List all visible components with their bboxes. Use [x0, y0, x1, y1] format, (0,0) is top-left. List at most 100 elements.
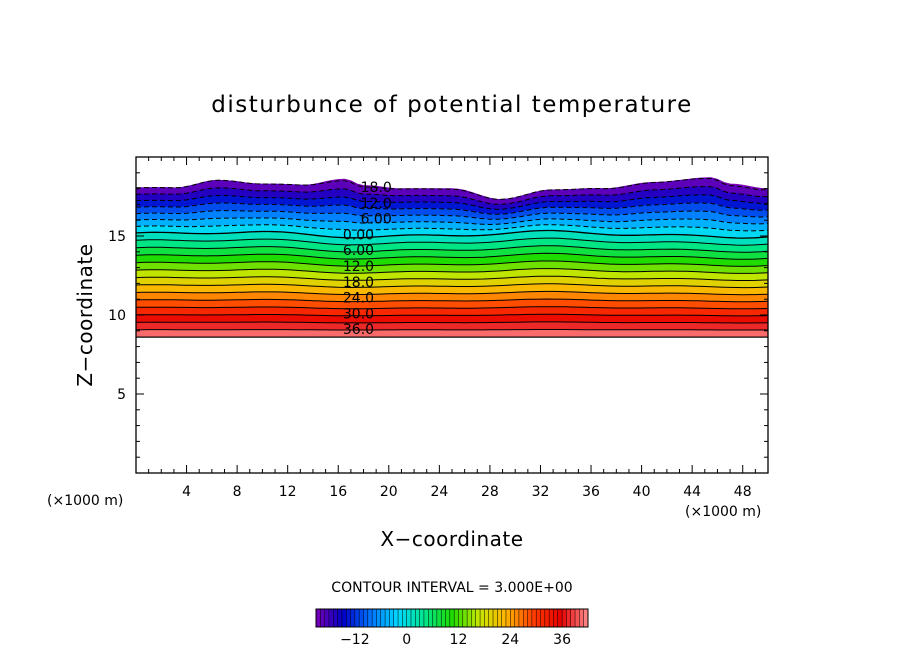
colorbar-tick-label: 12 [450, 632, 468, 648]
contour-interval-text: CONTOUR INTERVAL = 3.000E+00 [331, 580, 572, 596]
colorbar-cell [566, 609, 572, 627]
x-tick-label: 40 [633, 484, 651, 500]
colorbar-cell [497, 609, 503, 627]
colorbar-cell [324, 609, 330, 627]
contour-line [136, 306, 768, 310]
colorbar-tick-label: 0 [402, 632, 411, 648]
colorbar-cell [350, 609, 356, 627]
colorbar-cell [354, 609, 360, 627]
colorbar-cell [328, 609, 334, 627]
colorbar-cell [523, 609, 528, 627]
contour-label: 30.0 [343, 306, 374, 322]
colorbar-cell [376, 609, 382, 627]
contour-line [136, 252, 768, 260]
contour-label: 12.0 [343, 259, 374, 275]
colorbar-cell [380, 609, 386, 627]
contour-label: 6.00 [361, 212, 392, 228]
x-tick-label: 4 [182, 484, 191, 500]
colorbar-cell [579, 609, 585, 627]
contour-line-negative [136, 210, 768, 220]
y-tick-label: 15 [108, 229, 126, 245]
colorbar-cell [549, 609, 554, 627]
colorbar-cell [428, 609, 433, 627]
colorbar-cell [393, 609, 399, 627]
colorbar-cell [385, 609, 390, 627]
x-tick-label: 20 [380, 484, 398, 500]
colorbar-cell [557, 609, 563, 627]
colorbar-cell [488, 609, 494, 627]
colorbar-cell [540, 609, 546, 627]
y-tick-label: 5 [117, 387, 126, 403]
contour-line-negative [136, 224, 768, 232]
contour-line-negative [136, 194, 768, 210]
colorbar-cell [341, 609, 347, 627]
contour-line [136, 329, 768, 331]
contour-line [136, 275, 768, 281]
colorbar-cell [367, 609, 373, 627]
colorbar-tick-label: 36 [553, 632, 571, 648]
colorbar-cell [514, 609, 520, 627]
x-tick-label: 12 [279, 484, 297, 500]
colorbar-cell [536, 609, 541, 627]
colorbar-cell [458, 609, 464, 627]
contour-line-negative [136, 217, 768, 226]
x-tick-label: 48 [734, 484, 752, 500]
x-tick-label: 28 [481, 484, 499, 500]
x-tick-label: 8 [233, 484, 242, 500]
colorbar-cell [531, 609, 537, 627]
colorbar-cell [570, 609, 576, 627]
colorbar-cell [462, 609, 468, 627]
colorbar: −12 0 12 24 36 [315, 609, 589, 648]
colorbar-cell [454, 609, 459, 627]
colorbar-cell [575, 609, 580, 627]
colorbar-cell [505, 609, 511, 627]
field-band [136, 329, 768, 338]
colorbar-cell [432, 609, 438, 627]
colorbar-tick-label: −12 [340, 632, 370, 648]
x-tick-label: 32 [532, 484, 550, 500]
colorbar-cell [398, 609, 403, 627]
colorbar-cell [333, 609, 338, 627]
colorbar-cell [449, 609, 455, 627]
contour-label: 12.0 [361, 196, 392, 212]
y-axis-title: Z−coordinate [73, 243, 97, 386]
colorbar-cell [518, 609, 524, 627]
contour-lines [136, 177, 768, 338]
contour-line-negative [136, 202, 768, 215]
contour-line [136, 321, 768, 324]
colorbar-cell [467, 609, 472, 627]
contour-line [136, 237, 768, 246]
field-band [136, 321, 768, 331]
colorbar-cell [406, 609, 412, 627]
x-unit-label: (×1000 m) [47, 493, 123, 509]
x-tick-label: 36 [582, 484, 600, 500]
contour-label: 18.0 [361, 180, 392, 196]
colorbar-cell [320, 609, 326, 627]
colorbar-cell [562, 609, 567, 627]
contour-line [136, 260, 768, 267]
colorbar-cell [410, 609, 416, 627]
contour-line [136, 298, 768, 303]
colorbar-cell [475, 609, 481, 627]
x-tick-label: 24 [430, 484, 448, 500]
contour-label: 18.0 [343, 275, 374, 291]
colorbar-cell [501, 609, 507, 627]
y-tick-label: 10 [108, 308, 126, 324]
colorbar-cell [480, 609, 485, 627]
x-tick-label: 44 [683, 484, 701, 500]
contour-line [136, 313, 768, 317]
colorbar-cell [419, 609, 425, 627]
contour-line-negative [136, 177, 768, 200]
colorbar-cell [583, 609, 589, 627]
x-axis-title: X−coordinate [380, 527, 523, 551]
colorbar-cell [544, 609, 550, 627]
colorbar-tick-label: 24 [501, 632, 519, 648]
contour-line [136, 245, 768, 253]
colorbar-cell [402, 609, 408, 627]
colorbar-cell [389, 609, 395, 627]
contour-label: 24.0 [343, 291, 374, 307]
colorbar-cell [510, 609, 516, 627]
colorbar-cell [337, 609, 343, 627]
